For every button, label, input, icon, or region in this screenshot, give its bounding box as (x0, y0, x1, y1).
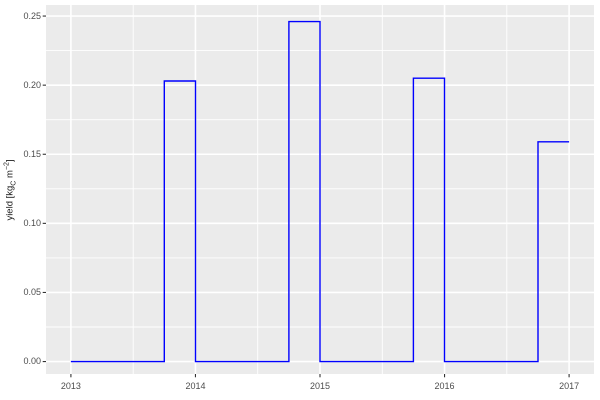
y-axis-title: yield [kgC m−2] (3, 159, 18, 221)
y-axis-title-superscript: −2 (3, 162, 11, 171)
y-axis-title-mid: m (4, 170, 16, 181)
y-axis-title-subscript: C (10, 180, 18, 186)
y-axis-title-pre: yield [kg (4, 185, 16, 221)
series-yield-line (70, 20, 570, 363)
y-axis-title-post: ] (4, 159, 16, 163)
